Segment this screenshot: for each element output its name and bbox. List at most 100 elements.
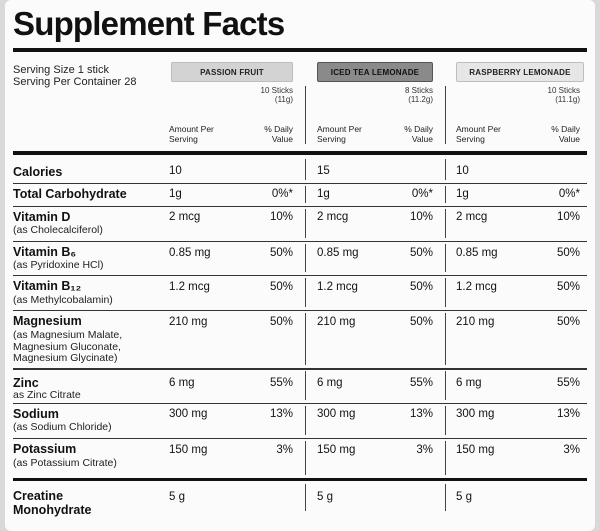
sticks-weight: (11g) bbox=[274, 95, 293, 104]
daily-value: 13% bbox=[556, 408, 580, 420]
nutrient-name: Potassium bbox=[13, 442, 77, 456]
daily-value-header: % Daily Value bbox=[551, 124, 580, 144]
amount-value: 5 g bbox=[456, 491, 472, 503]
amount-value: 5 g bbox=[317, 491, 333, 503]
daily-value: 10% bbox=[556, 211, 580, 223]
amount-value: 5 g bbox=[169, 491, 185, 503]
sticks-weight: (11.2g) bbox=[408, 95, 433, 104]
daily-value: 3% bbox=[563, 444, 580, 456]
daily-value: 50% bbox=[269, 316, 293, 328]
flavor-pill-1: PASSION FRUIT bbox=[171, 62, 293, 82]
daily-value: 13% bbox=[409, 408, 433, 420]
column-divider bbox=[305, 371, 306, 400]
column-divider bbox=[305, 441, 306, 475]
daily-value: 3% bbox=[276, 444, 293, 456]
amount-value: 0.85 mg bbox=[456, 247, 498, 259]
nutrient-name: Sodium bbox=[13, 407, 59, 421]
daily-value: 50% bbox=[269, 247, 293, 259]
daily-value: 50% bbox=[409, 281, 433, 293]
column-divider bbox=[305, 406, 306, 435]
row-divider bbox=[13, 206, 587, 207]
amount-value: 1.2 mcg bbox=[169, 281, 210, 293]
column-divider bbox=[305, 209, 306, 238]
servings-per-container: Serving Per Container 28 bbox=[13, 76, 137, 88]
supplement-facts-panel: Supplement Facts Serving Size 1 stick Se… bbox=[5, 0, 595, 531]
column-divider-header-1 bbox=[305, 86, 306, 144]
daily-value: 50% bbox=[269, 281, 293, 293]
nutrient-source: as Zinc Citrate bbox=[13, 389, 81, 401]
amount-per-serving-header: Amount Per Serving bbox=[317, 124, 362, 144]
amount-value: 2 mcg bbox=[317, 211, 349, 223]
daily-value: 0%* bbox=[411, 188, 433, 200]
amount-value: 0.85 mg bbox=[169, 247, 211, 259]
daily-value: 0%* bbox=[271, 188, 293, 200]
flavor-pill-2: ICED TEA LEMONADE bbox=[317, 62, 433, 82]
daily-value: 55% bbox=[556, 377, 580, 389]
row-divider bbox=[13, 241, 587, 242]
column-divider bbox=[445, 371, 446, 400]
daily-value: 55% bbox=[269, 377, 293, 389]
sticks-count: 10 Sticks bbox=[547, 86, 580, 95]
column-divider bbox=[305, 484, 306, 511]
amount-per-serving-header: Amount Per Serving bbox=[456, 124, 501, 144]
nutrient-source: (as Methylcobalamin) bbox=[13, 294, 113, 306]
amount-value: 1g bbox=[317, 188, 330, 200]
amount-value: 1g bbox=[456, 188, 469, 200]
amount-value: 0.85 mg bbox=[317, 247, 359, 259]
row-divider bbox=[13, 438, 587, 439]
column-divider bbox=[445, 209, 446, 238]
amount-value: 150 mg bbox=[456, 444, 495, 456]
column-divider bbox=[305, 313, 306, 365]
row-divider bbox=[13, 368, 587, 370]
flavor-pill-3: RASPBERRY LEMONADE bbox=[456, 62, 584, 82]
amount-value: 6 mg bbox=[169, 377, 195, 389]
amount-value: 300 mg bbox=[456, 408, 495, 420]
sticks-count: 8 Sticks bbox=[404, 86, 433, 95]
nutrient-name: Creatine Monohydrate bbox=[13, 489, 92, 517]
column-divider bbox=[445, 484, 446, 511]
nutrient-source: (as Pyridoxine HCl) bbox=[13, 259, 104, 271]
daily-value: 10% bbox=[409, 211, 433, 223]
nutrient-name: Vitamin D bbox=[13, 210, 71, 224]
amount-per-serving-header: Amount Per Serving bbox=[169, 124, 214, 144]
amount-value: 210 mg bbox=[169, 316, 208, 328]
flavor-sticks-2: 8 Sticks (11.2g) bbox=[353, 86, 433, 104]
column-divider bbox=[445, 406, 446, 435]
sticks-count: 10 Sticks bbox=[260, 86, 293, 95]
amount-value: 10 bbox=[456, 165, 469, 177]
column-divider bbox=[445, 441, 446, 475]
daily-value-header: % Daily Value bbox=[264, 124, 293, 144]
amount-value: 2 mcg bbox=[169, 211, 201, 223]
amount-value: 6 mg bbox=[317, 377, 343, 389]
nutrient-source: (as Sodium Chloride) bbox=[13, 421, 112, 433]
nutrient-name: Vitamin B₆ bbox=[13, 245, 77, 259]
daily-value: 0%* bbox=[558, 188, 580, 200]
column-divider bbox=[305, 244, 306, 272]
column-divider bbox=[445, 244, 446, 272]
amount-value: 15 bbox=[317, 165, 330, 177]
amount-value: 210 mg bbox=[456, 316, 495, 328]
nutrient-name: Magnesium bbox=[13, 314, 82, 328]
daily-value: 50% bbox=[556, 281, 580, 293]
nutrient-source: (as Cholecalciferol) bbox=[13, 224, 103, 236]
nutrient-source: (as Potassium Citrate) bbox=[13, 457, 117, 469]
daily-value: 50% bbox=[556, 316, 580, 328]
amount-value: 300 mg bbox=[317, 408, 356, 420]
row-divider bbox=[13, 183, 587, 184]
row-divider bbox=[13, 275, 587, 276]
column-divider bbox=[305, 159, 306, 180]
amount-value: 150 mg bbox=[317, 444, 356, 456]
amount-value: 1.2 mcg bbox=[456, 281, 497, 293]
amount-value: 210 mg bbox=[317, 316, 356, 328]
daily-value: 10% bbox=[269, 211, 293, 223]
row-divider bbox=[13, 403, 587, 404]
daily-value: 50% bbox=[409, 316, 433, 328]
amount-value: 10 bbox=[169, 165, 182, 177]
header-thick-rule bbox=[13, 151, 587, 155]
column-divider bbox=[445, 278, 446, 307]
amount-value: 1.2 mcg bbox=[317, 281, 358, 293]
column-divider bbox=[305, 278, 306, 307]
nutrient-name: Total Carbohydrate bbox=[13, 187, 127, 201]
nutrient-name: Calories bbox=[13, 165, 63, 179]
amount-value: 6 mg bbox=[456, 377, 482, 389]
